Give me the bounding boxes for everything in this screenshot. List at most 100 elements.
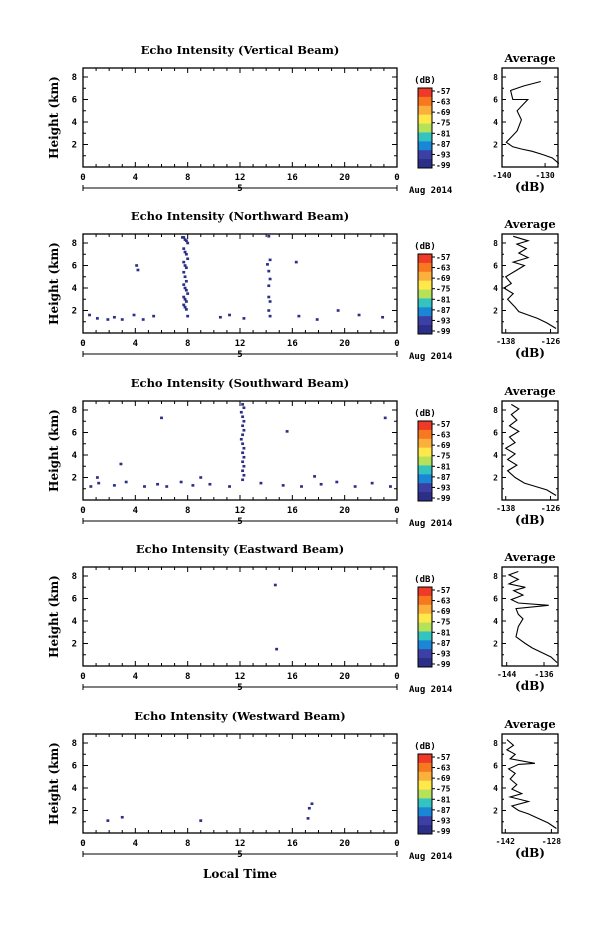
- colorbar-tick-label: -99: [436, 161, 451, 170]
- x-axis-title: Local Time: [203, 867, 277, 881]
- avg-x-tick-label: -128: [542, 837, 561, 846]
- average-profile-line: [507, 570, 558, 664]
- colorbar-segment: [418, 762, 432, 773]
- y-tick-label: 4: [72, 617, 78, 627]
- colorbar-tick-label: -57: [436, 586, 451, 595]
- echo-cell: [141, 318, 145, 321]
- echo-cell: [182, 260, 186, 264]
- avg-x-tick-label: -136: [534, 670, 553, 679]
- echo-cell: [186, 257, 190, 261]
- avg-y-tick-label: 2: [493, 807, 498, 816]
- average-frame: [501, 67, 559, 168]
- colorbar-unit: (dB): [414, 742, 436, 752]
- colorbar-segment: [418, 613, 432, 624]
- echo-cell: [241, 424, 245, 428]
- colorbar-segment: [418, 280, 432, 291]
- colorbar-segment: [418, 262, 432, 273]
- avg-y-tick-label: 4: [493, 118, 498, 127]
- echo-cell: [307, 806, 311, 810]
- echo-cell: [156, 482, 160, 486]
- colorbar-frame: [417, 87, 433, 169]
- avg-y-tick-label: 6: [493, 429, 498, 438]
- colorbar-tick-label: -69: [436, 774, 451, 783]
- colorbar-segment: [418, 649, 432, 659]
- colorbar-frame: [417, 253, 433, 335]
- colorbar-tick-label: -75: [436, 452, 451, 461]
- y-axis-title: Height (km): [47, 575, 61, 658]
- echo-cell: [281, 484, 285, 487]
- average-profile-line: [505, 80, 560, 165]
- echo-cell: [267, 295, 271, 299]
- colorbar-tick-label: -75: [436, 119, 451, 128]
- colorbar-segment: [418, 421, 432, 431]
- echo-cell: [88, 313, 91, 317]
- average-frame: [501, 233, 559, 334]
- x-tick-label: 0: [80, 506, 85, 516]
- colorbar-tick-label: -99: [436, 327, 451, 336]
- colorbar-tick-label: -87: [436, 806, 451, 815]
- x-tick-label: 8: [185, 173, 190, 183]
- average-frame: [501, 400, 559, 501]
- colorbar-tick-label: -63: [436, 264, 451, 273]
- echo-cell: [370, 481, 374, 485]
- echo-cell: [95, 476, 99, 479]
- avg-y-tick-label: 8: [493, 239, 498, 248]
- echo-cell: [124, 480, 128, 484]
- echo-cell: [241, 478, 245, 482]
- colorbar-segment: [418, 159, 432, 169]
- echo-cell: [183, 286, 187, 290]
- echo-cell: [267, 309, 271, 312]
- x-tick-label: 4: [133, 672, 139, 682]
- echo-cell: [182, 295, 186, 299]
- x-tick-label: 0: [80, 339, 85, 349]
- x-tick-label: 4: [133, 839, 139, 849]
- avg-x-title: (dB): [515, 180, 545, 194]
- y-tick-label: 6: [72, 762, 77, 772]
- echo-cell: [143, 485, 146, 488]
- colorbar-segment: [418, 429, 432, 440]
- avg-y-tick-label: 2: [493, 307, 498, 316]
- date-label: Aug 2014: [409, 519, 453, 529]
- y-tick-label: 6: [72, 429, 77, 439]
- avg-x-tick-label: -144: [497, 670, 516, 679]
- echo-cell: [242, 473, 246, 477]
- echo-cell: [199, 819, 203, 822]
- colorbar-tick-label: -99: [436, 827, 451, 836]
- colorbar-segment: [418, 798, 432, 808]
- avg-y-tick-label: 2: [493, 141, 498, 150]
- avg-y-tick-label: 4: [493, 451, 498, 460]
- colorbar-unit: (dB): [414, 242, 436, 252]
- colorbar-segment: [418, 114, 432, 125]
- y-tick-label: 2: [72, 640, 77, 650]
- echo-cell: [165, 485, 169, 488]
- avg-x-tick-label: -126: [541, 504, 560, 513]
- x-tick-label: 0: [80, 173, 85, 183]
- day-label: 5: [237, 350, 242, 360]
- echo-cell: [182, 270, 186, 274]
- x-tick-label: 0: [80, 672, 85, 682]
- avg-y-tick-label: 4: [493, 784, 498, 793]
- colorbar-segment: [418, 96, 432, 107]
- echo-cell: [179, 480, 183, 484]
- echo-cell: [120, 318, 124, 321]
- colorbar-tick-label: -87: [436, 306, 451, 315]
- date-label: Aug 2014: [409, 186, 453, 196]
- colorbar-segment: [418, 438, 432, 449]
- y-tick-label: 4: [72, 451, 78, 461]
- x-tick-label: 16: [287, 173, 298, 183]
- colorbar-tick-label: -93: [436, 150, 451, 159]
- colorbar-unit: (dB): [414, 575, 436, 585]
- echo-cell: [241, 460, 245, 464]
- echo-cell: [119, 462, 123, 466]
- y-tick-label: 2: [72, 807, 77, 817]
- echo-cell: [97, 481, 101, 485]
- echo-cell: [199, 476, 203, 479]
- average-profile-line: [502, 235, 557, 329]
- echo-cell: [383, 416, 387, 420]
- echo-cell: [300, 485, 303, 488]
- avg-y-tick-label: 8: [493, 572, 498, 581]
- echo-cell: [319, 482, 323, 486]
- colorbar-segment: [418, 289, 432, 299]
- echo-cell: [184, 252, 188, 256]
- x-tick-label: 16: [287, 339, 298, 349]
